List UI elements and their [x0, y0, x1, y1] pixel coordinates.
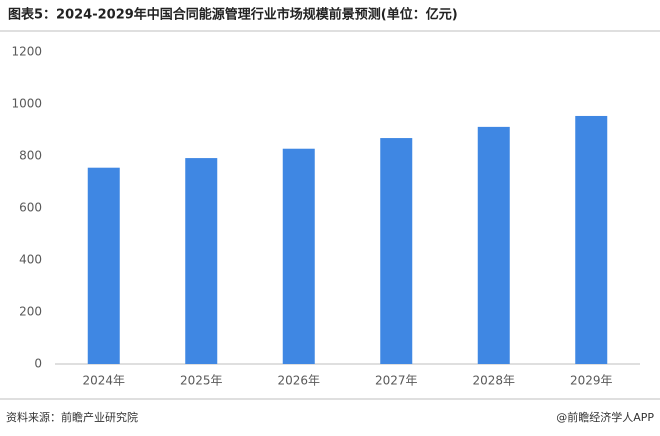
bar: [380, 138, 413, 364]
y-tick-label: 600: [19, 201, 42, 215]
x-tick-label: 2024年: [82, 374, 125, 388]
source-note: 资料来源：前瞻产业研究院: [6, 410, 138, 424]
credit-note: @前瞻经济学人APP: [556, 410, 654, 424]
y-tick-label: 1200: [11, 45, 42, 59]
bar: [282, 148, 315, 364]
y-tick-label: 400: [19, 253, 42, 267]
chart-title: 图表5：2024-2029年中国合同能源管理行业市场规模前景预测(单位：亿元): [8, 7, 458, 23]
bar: [477, 126, 510, 364]
y-tick-label: 200: [19, 305, 42, 319]
y-tick-label: 1000: [11, 97, 42, 111]
x-tick-label: 2025年: [180, 374, 223, 388]
y-tick-label: 0: [34, 357, 42, 371]
y-tick-label: 800: [19, 149, 42, 163]
bar: [87, 167, 120, 364]
x-tick-label: 2026年: [277, 374, 320, 388]
bar: [185, 158, 218, 364]
bar: [575, 115, 608, 365]
x-tick-label: 2028年: [472, 374, 515, 388]
x-tick-label: 2029年: [570, 374, 613, 388]
x-tick-label: 2027年: [375, 374, 418, 388]
